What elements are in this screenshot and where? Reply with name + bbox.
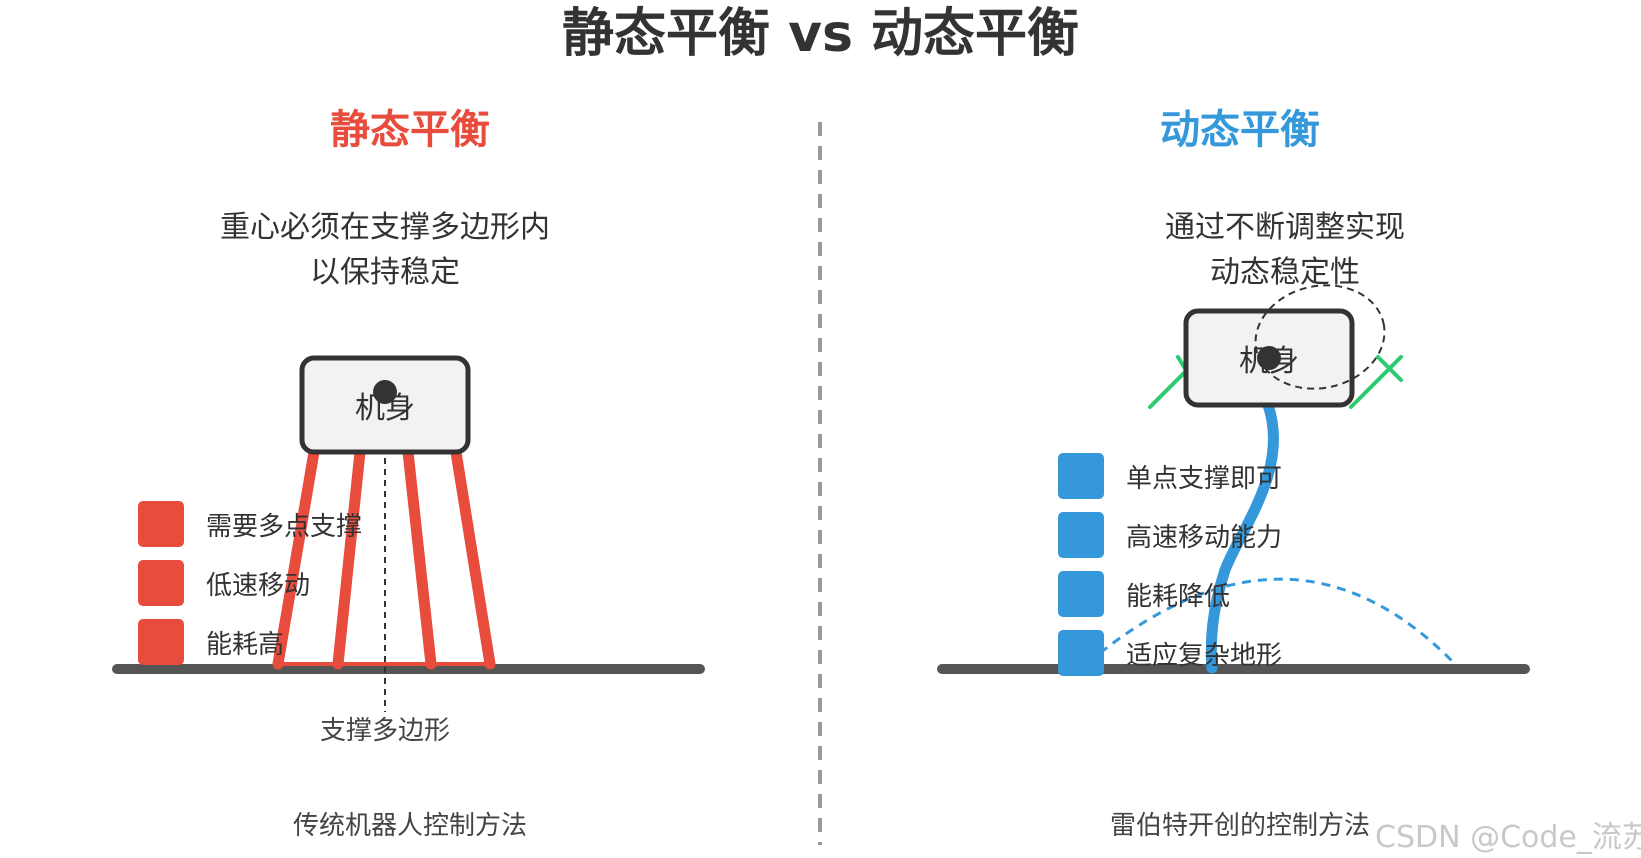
legend-item: 单点支撑即可 <box>1058 453 1282 499</box>
legend-swatch <box>1058 630 1104 676</box>
static-description: 重心必须在支撑多边形内 以保持稳定 <box>140 205 630 295</box>
legend-item: 低速移动 <box>138 560 362 606</box>
legend-item: 适应复杂地形 <box>1058 630 1282 676</box>
static-center-of-mass <box>373 380 397 404</box>
watermark: CSDN @Code_流苏 <box>1375 820 1641 855</box>
legend-label: 单点支撑即可 <box>1126 463 1283 494</box>
legend-label: 需要多点支撑 <box>206 511 363 542</box>
dynamic-center-of-mass <box>1257 346 1281 370</box>
dynamic-leg <box>1205 399 1279 674</box>
support-polygon-label: 支撑多边形 <box>319 716 450 746</box>
dynamic-desc-line-1: 通过不断调整实现 <box>1165 210 1405 245</box>
legend-item: 高速移动能力 <box>1058 512 1282 558</box>
static-caption: 传统机器人控制方法 <box>292 811 527 841</box>
legend-item: 需要多点支撑 <box>138 501 362 547</box>
page-title: 静态平衡 vs 动态平衡 <box>561 4 1080 64</box>
static-legend: 需要多点支撑 低速移动 能耗高 <box>138 501 362 665</box>
legend-label: 高速移动能力 <box>1126 522 1283 553</box>
dynamic-body-label: 机身 <box>1239 344 1299 379</box>
legend-label: 能耗降低 <box>1126 581 1231 612</box>
legend-item: 能耗降低 <box>1058 571 1282 617</box>
dynamic-desc-line-2: 动态稳定性 <box>1210 255 1360 290</box>
legend-swatch <box>1058 571 1104 617</box>
legend-label: 适应复杂地形 <box>1126 640 1283 671</box>
dynamic-description: 通过不断调整实现 动态稳定性 <box>1040 205 1530 295</box>
legend-swatch <box>1058 453 1104 499</box>
static-desc-line-1: 重心必须在支撑多边形内 <box>220 210 550 245</box>
static-leg-4 <box>450 446 496 670</box>
right-tilt-mark <box>1349 355 1403 409</box>
dynamic-caption: 雷伯特开创的控制方法 <box>1109 811 1370 841</box>
static-robot-body <box>299 355 471 455</box>
legend-swatch <box>138 560 184 606</box>
static-leg-2 <box>332 446 366 670</box>
static-desc-line-2: 以保持稳定 <box>310 255 460 290</box>
static-heading: 静态平衡 <box>330 107 490 153</box>
static-leg-1 <box>272 446 320 670</box>
dynamic-legend: 单点支撑即可 高速移动能力 能耗降低 适应复杂地形 <box>1058 453 1282 676</box>
legend-label: 能耗高 <box>206 629 285 660</box>
balance-motion-ellipse <box>1254 284 1386 390</box>
hop-trajectory <box>1099 577 1457 666</box>
static-body-label: 机身 <box>355 391 415 426</box>
legend-swatch <box>138 619 184 665</box>
legend-label: 低速移动 <box>206 570 311 601</box>
legend-swatch <box>138 501 184 547</box>
legend-item: 能耗高 <box>138 619 362 665</box>
legend-swatch <box>1058 512 1104 558</box>
static-leg-3 <box>402 446 437 670</box>
dynamic-heading: 动态平衡 <box>1160 107 1320 153</box>
